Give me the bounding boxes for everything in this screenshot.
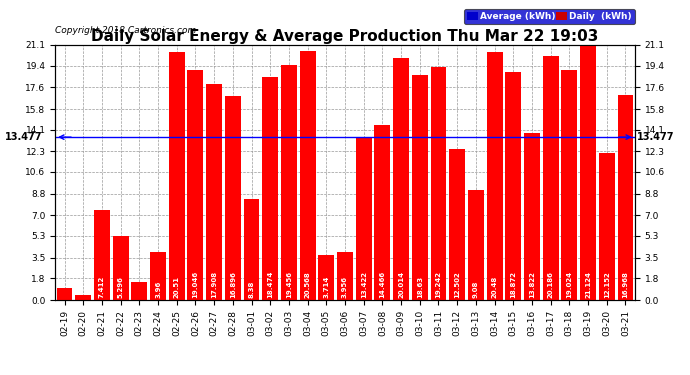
Bar bbox=[412, 75, 428, 300]
Bar bbox=[618, 95, 633, 300]
Bar bbox=[431, 68, 446, 300]
Text: 13.477: 13.477 bbox=[637, 132, 674, 142]
Text: 14.466: 14.466 bbox=[380, 271, 386, 298]
Text: 16.896: 16.896 bbox=[230, 271, 236, 298]
Bar bbox=[244, 199, 259, 300]
Text: 3.714: 3.714 bbox=[324, 276, 329, 298]
Bar bbox=[150, 252, 166, 300]
Text: 12.152: 12.152 bbox=[604, 272, 610, 298]
Text: 12.502: 12.502 bbox=[454, 272, 460, 298]
Text: 20.568: 20.568 bbox=[304, 272, 310, 298]
Bar bbox=[505, 72, 521, 300]
Text: 3.96: 3.96 bbox=[155, 281, 161, 298]
Bar bbox=[580, 45, 596, 300]
Text: 7.412: 7.412 bbox=[99, 276, 105, 298]
Text: 9.08: 9.08 bbox=[473, 281, 479, 298]
Bar bbox=[169, 52, 185, 300]
Bar bbox=[57, 288, 72, 300]
Bar bbox=[112, 236, 128, 300]
Bar bbox=[599, 153, 615, 300]
Text: 19.046: 19.046 bbox=[193, 271, 199, 298]
Text: 17.908: 17.908 bbox=[211, 271, 217, 298]
Text: 20.186: 20.186 bbox=[548, 271, 553, 298]
Text: 19.456: 19.456 bbox=[286, 271, 292, 298]
Title: Daily Solar Energy & Average Production Thu Mar 22 19:03: Daily Solar Energy & Average Production … bbox=[91, 29, 599, 44]
Bar bbox=[318, 255, 334, 300]
Text: 20.014: 20.014 bbox=[398, 271, 404, 298]
Bar bbox=[262, 77, 278, 300]
Bar bbox=[486, 53, 502, 300]
Text: 13.422: 13.422 bbox=[361, 271, 366, 298]
Text: 13.477: 13.477 bbox=[5, 132, 42, 142]
Bar bbox=[131, 282, 147, 300]
Bar bbox=[393, 58, 409, 300]
Text: 13.822: 13.822 bbox=[529, 271, 535, 298]
Bar bbox=[281, 65, 297, 300]
Text: 18.872: 18.872 bbox=[511, 271, 516, 298]
Bar bbox=[94, 210, 110, 300]
Text: 16.968: 16.968 bbox=[622, 271, 629, 298]
Bar bbox=[75, 295, 91, 300]
Bar bbox=[356, 138, 372, 300]
Legend: Average (kWh), Daily  (kWh): Average (kWh), Daily (kWh) bbox=[464, 9, 635, 24]
Text: 20.51: 20.51 bbox=[174, 276, 179, 298]
Text: 19.242: 19.242 bbox=[435, 271, 442, 298]
Text: 20.48: 20.48 bbox=[491, 276, 497, 298]
Bar bbox=[449, 149, 465, 300]
Bar bbox=[375, 125, 391, 300]
Text: 3.956: 3.956 bbox=[342, 276, 348, 298]
Bar bbox=[468, 190, 484, 300]
Text: Copyright 2018 Cartronics.com: Copyright 2018 Cartronics.com bbox=[55, 26, 197, 35]
Text: 18.63: 18.63 bbox=[417, 276, 423, 298]
Bar bbox=[299, 51, 315, 300]
Bar bbox=[225, 96, 241, 300]
Text: 8.38: 8.38 bbox=[248, 281, 255, 298]
Text: 21.124: 21.124 bbox=[585, 271, 591, 298]
Bar bbox=[562, 70, 578, 300]
Text: 18.474: 18.474 bbox=[267, 271, 273, 298]
Text: 19.024: 19.024 bbox=[566, 271, 573, 298]
Bar bbox=[337, 252, 353, 300]
Bar bbox=[524, 133, 540, 300]
Bar bbox=[206, 84, 222, 300]
Bar bbox=[188, 70, 204, 300]
Bar bbox=[543, 56, 559, 300]
Text: 5.296: 5.296 bbox=[117, 276, 124, 298]
